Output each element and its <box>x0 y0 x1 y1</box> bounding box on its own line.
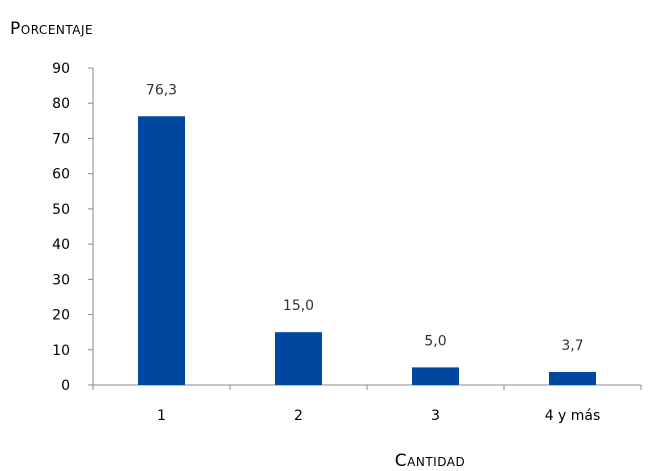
bar-2 <box>275 332 322 385</box>
y-tick-label: 90 <box>52 61 70 77</box>
x-tick-label: 4 y más <box>545 408 601 424</box>
y-tick-label: 30 <box>52 272 70 288</box>
x-axis-title: Cantidad <box>395 451 465 471</box>
y-axis-title: Porcentaje <box>10 19 93 39</box>
y-axis-ticks: 0 10 20 30 40 50 60 70 80 90 <box>52 61 93 394</box>
y-tick-label: 50 <box>52 202 70 218</box>
y-tick-label: 80 <box>52 96 70 112</box>
bars <box>138 116 596 385</box>
y-tick-label: 10 <box>52 343 70 359</box>
y-tick-label: 60 <box>52 167 70 183</box>
y-tick-label: 20 <box>52 308 70 324</box>
x-axis-ticks: 1 2 3 4 y más <box>92 385 642 424</box>
x-tick-label: 3 <box>431 408 440 424</box>
data-label-2: 15,0 <box>283 298 314 314</box>
x-tick-label: 2 <box>294 408 303 424</box>
y-tick-label: 0 <box>61 378 70 394</box>
data-label-4: 3,7 <box>561 338 583 354</box>
bar-4 <box>549 371 596 385</box>
bar-1 <box>138 116 185 385</box>
y-tick-label: 70 <box>52 131 70 147</box>
data-label-1: 76,3 <box>146 82 177 98</box>
x-tick-label: 1 <box>157 408 166 424</box>
bar-3 <box>412 367 459 385</box>
data-labels: 76,3 15,0 5,0 3,7 <box>146 82 584 354</box>
data-label-3: 5,0 <box>424 333 446 349</box>
y-tick-label: 40 <box>52 237 70 253</box>
